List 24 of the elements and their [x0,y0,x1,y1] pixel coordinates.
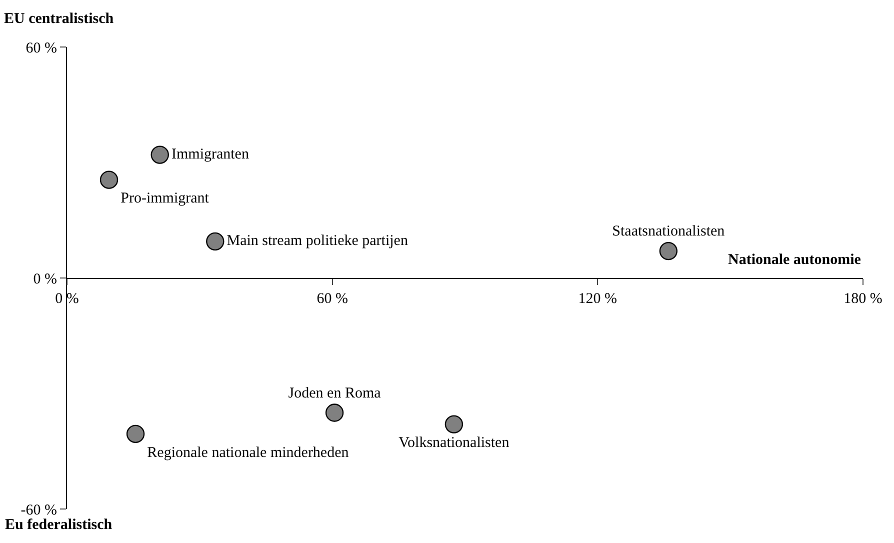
y-tick-label: 60 % [26,40,57,56]
series-label: Staatsnationalisten [612,224,726,240]
point [325,404,344,422]
series-label: Main stream politieke partijen [226,233,408,250]
x-tick-label: 120 % [578,291,618,307]
y-axis-title: EU centralistisch [4,11,114,27]
x-axis-title: Nationale autonomie [728,252,862,268]
point [659,242,678,260]
text: Eu federalistisch [5,517,113,533]
x-tick-label: 180 % [844,291,882,307]
point [444,415,464,434]
series-label: Volksnationalisten [398,435,510,452]
series-label: Pro-immigrant [120,190,210,207]
series-label: Immigranten [171,146,250,163]
series-label: Joden en Roma [288,385,382,402]
point [126,424,145,444]
x-tick-label: 60 % [316,291,348,307]
y-tick-label: 0 % [33,271,57,288]
point [100,170,118,189]
series-label: Regionale nationale minderheden [147,444,350,461]
y-tick-label: -60 % [20,502,57,518]
point [206,232,224,251]
x-tick-label: 0 % [55,291,79,307]
point [150,146,169,164]
